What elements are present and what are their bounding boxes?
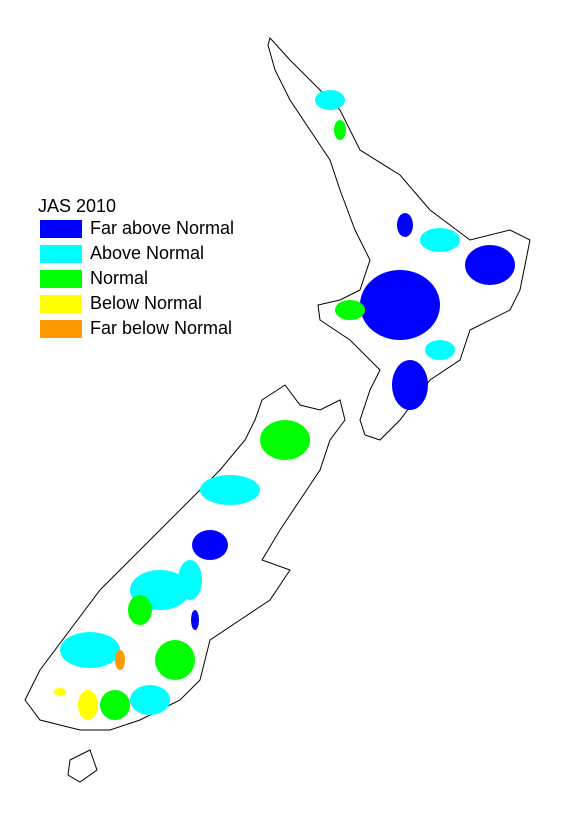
legend: JAS 2010 Far above Normal Above Normal Nor… — [38, 196, 234, 338]
stewart-island — [67, 749, 98, 783]
islands — [24, 36, 531, 783]
region — [178, 560, 202, 600]
region — [115, 650, 125, 670]
region — [465, 245, 515, 285]
legend-swatch — [40, 320, 82, 338]
legend-swatch — [40, 295, 82, 313]
region — [192, 530, 228, 560]
region — [100, 690, 130, 720]
north-island — [267, 36, 531, 441]
region — [420, 228, 460, 252]
region — [200, 475, 260, 505]
region — [128, 595, 152, 625]
region — [78, 690, 98, 720]
legend-items: Far above Normal Above Normal Normal Below … — [40, 218, 234, 338]
region — [360, 270, 440, 340]
region — [155, 640, 195, 680]
legend-swatch — [40, 220, 82, 238]
region — [334, 120, 346, 140]
legend-label: Normal — [90, 268, 148, 288]
legend-swatch — [40, 245, 82, 263]
legend-label: Below Normal — [90, 293, 202, 313]
regions — [54, 90, 515, 720]
region — [335, 300, 365, 320]
legend-swatch — [40, 270, 82, 288]
region — [60, 632, 120, 668]
legend-label: Far above Normal — [90, 218, 234, 238]
legend-label: Above Normal — [90, 243, 204, 263]
region — [130, 685, 170, 715]
region — [397, 213, 413, 237]
region — [54, 688, 66, 696]
region — [260, 420, 310, 460]
region — [315, 90, 345, 110]
region — [425, 340, 455, 360]
legend-label: Far below Normal — [90, 318, 232, 338]
legend-title: JAS 2010 — [38, 196, 116, 216]
region — [191, 610, 199, 630]
region — [392, 360, 428, 410]
